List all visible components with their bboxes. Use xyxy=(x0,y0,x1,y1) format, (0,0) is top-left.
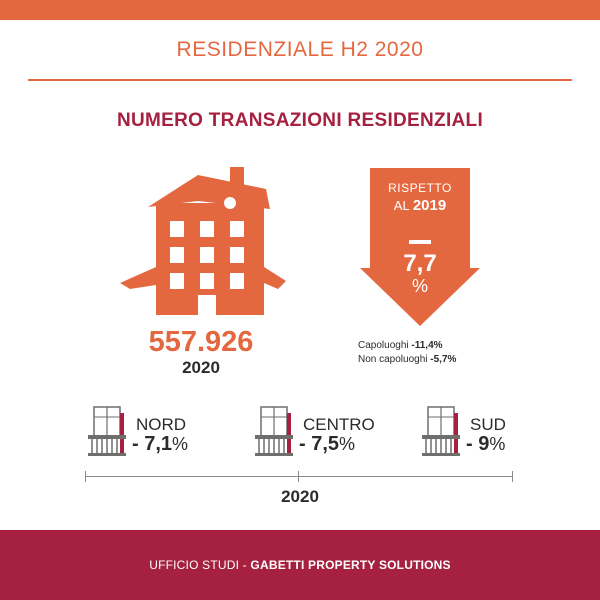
footer-prefix: UFFICIO STUDI - xyxy=(149,558,251,572)
breakdown-label: Capoluoghi xyxy=(358,340,409,351)
house-icon xyxy=(120,167,286,315)
region-change: - 7,1 xyxy=(132,433,173,455)
timeline-line xyxy=(85,476,513,477)
comparison-year: 2019 xyxy=(412,197,447,214)
balcony-icon xyxy=(255,406,293,456)
title-divider xyxy=(28,79,572,81)
timeline-tick xyxy=(298,471,299,482)
footer-text: UFFICIO STUDI - GABETTI PROPERTY SOLUTIO… xyxy=(0,558,600,572)
change-unit: % xyxy=(411,276,428,296)
section-title: NUMERO TRANSAZIONI RESIDENZIALI xyxy=(116,110,484,131)
minus-sign xyxy=(409,240,431,244)
comparison-label-line2: AL 2019 xyxy=(370,197,470,214)
region-value: - 7,1% xyxy=(132,433,188,456)
change-value: 7,7 xyxy=(403,250,437,277)
comparison-prefix: AL xyxy=(393,198,410,213)
comparison-label-line1: RISPETTO xyxy=(388,181,452,195)
page-title: RESIDENZIALE H2 2020 xyxy=(176,38,424,61)
breakdown-capoluoghi: Capoluoghi -11,4% xyxy=(358,340,498,351)
region-unit: % xyxy=(489,434,506,454)
total-transactions-year: 2020 xyxy=(182,358,220,377)
down-arrow-icon xyxy=(360,168,480,326)
footer-brand: GABETTI PROPERTY SOLUTIONS xyxy=(250,558,451,572)
region-name: CENTRO xyxy=(303,415,375,434)
breakdown-value: -11,4% xyxy=(411,340,443,351)
timeline-bracket xyxy=(85,471,513,483)
breakdown-non-capoluoghi: Non capoluoghi -5,7% xyxy=(358,354,498,365)
timeline-year: 2020 xyxy=(281,487,319,506)
region-unit: % xyxy=(172,434,189,454)
region-unit: % xyxy=(339,434,356,454)
footer-bar: UFFICIO STUDI - GABETTI PROPERTY SOLUTIO… xyxy=(0,530,600,600)
breakdown-label: Non capoluoghi xyxy=(358,354,428,365)
region-value: - 7,5% xyxy=(299,433,355,456)
balcony-icon xyxy=(88,406,126,456)
timeline-tick xyxy=(85,471,86,482)
region-value: - 9% xyxy=(466,433,505,456)
region-change: - 7,5 xyxy=(299,433,340,455)
timeline-tick xyxy=(512,471,513,482)
region-name: SUD xyxy=(470,415,506,434)
total-transactions-value: 557.926 xyxy=(148,326,254,358)
breakdown-value: -5,7% xyxy=(430,354,457,365)
region-change: - 9 xyxy=(466,433,490,455)
top-accent-bar xyxy=(0,0,600,20)
balcony-icon xyxy=(422,406,460,456)
region-name: NORD xyxy=(136,415,187,434)
